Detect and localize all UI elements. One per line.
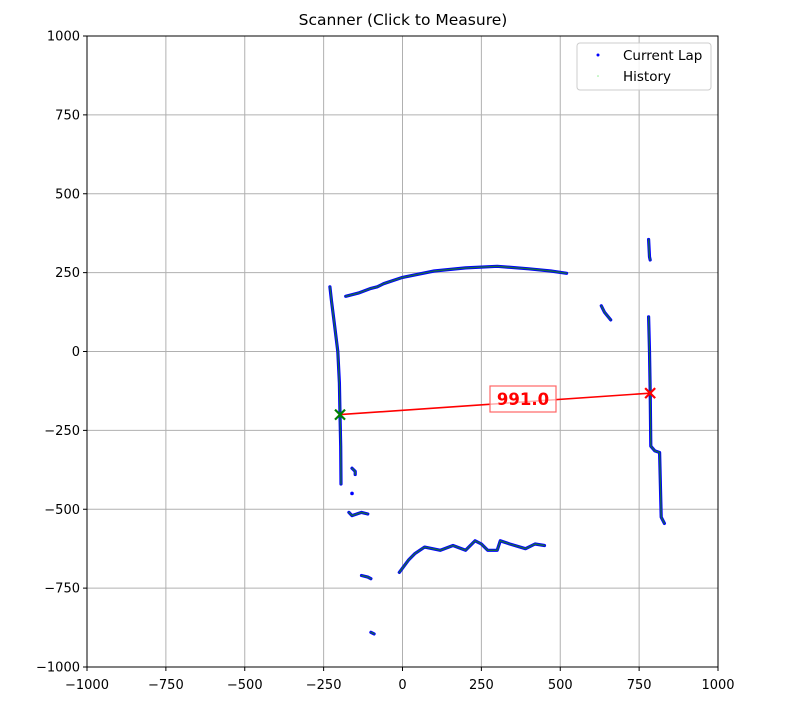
y-tick-label: −750 bbox=[44, 582, 80, 597]
x-tick-label: −500 bbox=[227, 678, 263, 693]
x-tick-label: −250 bbox=[306, 678, 342, 693]
x-tick-label: −750 bbox=[148, 678, 184, 693]
y-tick-label: 250 bbox=[55, 266, 80, 281]
legend: Current Lap History bbox=[576, 42, 712, 91]
x-tick-label: 0 bbox=[398, 678, 406, 693]
svg-text:History: History bbox=[623, 69, 671, 85]
x-tick-label: −1000 bbox=[65, 678, 109, 693]
legend-entry-history: History bbox=[597, 69, 671, 85]
y-axis-ticks: 1000 750 500 250 0 −250 −500 −750 −1000 bbox=[36, 30, 87, 676]
measure-start-x-icon bbox=[334, 408, 346, 421]
measurement-overlay: 991.0 bbox=[334, 385, 656, 421]
chart-title: Scanner (Click to Measure) bbox=[298, 11, 508, 29]
legend-entry-current-lap: Current Lap bbox=[596, 48, 702, 64]
distance-label: 991.0 bbox=[489, 385, 557, 413]
y-tick-label: −500 bbox=[44, 503, 80, 518]
x-tick-label: 250 bbox=[469, 678, 494, 693]
y-tick-label: 1000 bbox=[47, 30, 80, 45]
svg-text:Current Lap: Current Lap bbox=[623, 48, 702, 64]
y-tick-label: −250 bbox=[44, 424, 80, 439]
y-tick-label: 0 bbox=[72, 345, 80, 360]
current-lap-series bbox=[328, 237, 667, 636]
x-tick-label: 1000 bbox=[701, 678, 734, 693]
x-tick-label: 500 bbox=[548, 678, 573, 693]
y-tick-label: −1000 bbox=[36, 661, 80, 676]
y-tick-label: 500 bbox=[55, 187, 80, 202]
x-tick-label: 750 bbox=[627, 678, 652, 693]
measure-end-x-icon bbox=[644, 387, 656, 399]
svg-text:991.0: 991.0 bbox=[497, 390, 549, 409]
y-tick-label: 750 bbox=[55, 108, 80, 123]
x-axis-ticks: −1000 −750 −500 −250 0 250 500 750 1000 bbox=[65, 667, 735, 693]
